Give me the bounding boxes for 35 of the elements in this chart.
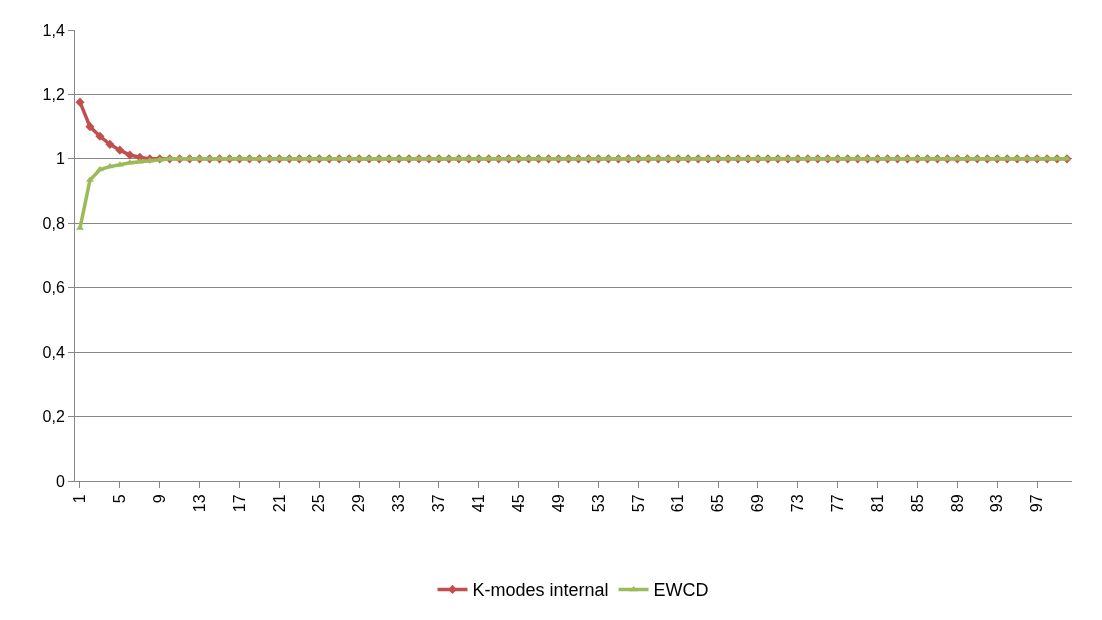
x-tick-label: 37 (430, 494, 448, 513)
x-tick-label: 49 (549, 494, 567, 513)
y-tick-label: 0,6 (42, 279, 65, 297)
y-tick-label: 0,8 (42, 214, 65, 232)
x-tick-label: 89 (948, 494, 966, 513)
x-tick-label: 13 (190, 494, 208, 513)
x-tick-label: 41 (469, 494, 487, 513)
x-tick-label: 65 (709, 494, 727, 513)
y-tick-label: 0 (55, 472, 65, 490)
x-tick-label: 25 (310, 494, 328, 513)
legend-label: EWCD (653, 580, 709, 601)
x-tick-label: 77 (828, 494, 846, 513)
x-tick-label: 33 (390, 494, 408, 513)
x-tick-label: 93 (988, 494, 1006, 513)
y-tick-label: 1 (55, 150, 65, 168)
x-tick-label: 57 (629, 494, 647, 513)
y-tick-label: 0,4 (42, 343, 65, 361)
x-tick-label: 81 (868, 494, 886, 513)
x-tick-label: 1 (71, 494, 89, 504)
legend-label: K-modes internal (472, 580, 609, 601)
x-tick-label: 5 (111, 494, 129, 504)
x-tick-label: 17 (230, 494, 248, 513)
x-tick-label: 21 (270, 494, 288, 513)
y-tick-label: 1,2 (42, 86, 65, 104)
y-tick-label: 0,2 (42, 408, 65, 426)
x-tick-label: 61 (669, 494, 687, 513)
x-tick-label: 97 (1028, 494, 1046, 513)
x-tick-label: 73 (789, 494, 807, 513)
x-tick-label: 45 (509, 494, 527, 513)
x-tick-label: 85 (908, 494, 926, 513)
x-tick-label: 69 (749, 494, 767, 513)
x-tick-label: 29 (350, 494, 368, 513)
x-tick-label: 53 (589, 494, 607, 513)
y-tick-label: 1,4 (42, 21, 65, 39)
x-tick-label: 9 (150, 494, 168, 504)
